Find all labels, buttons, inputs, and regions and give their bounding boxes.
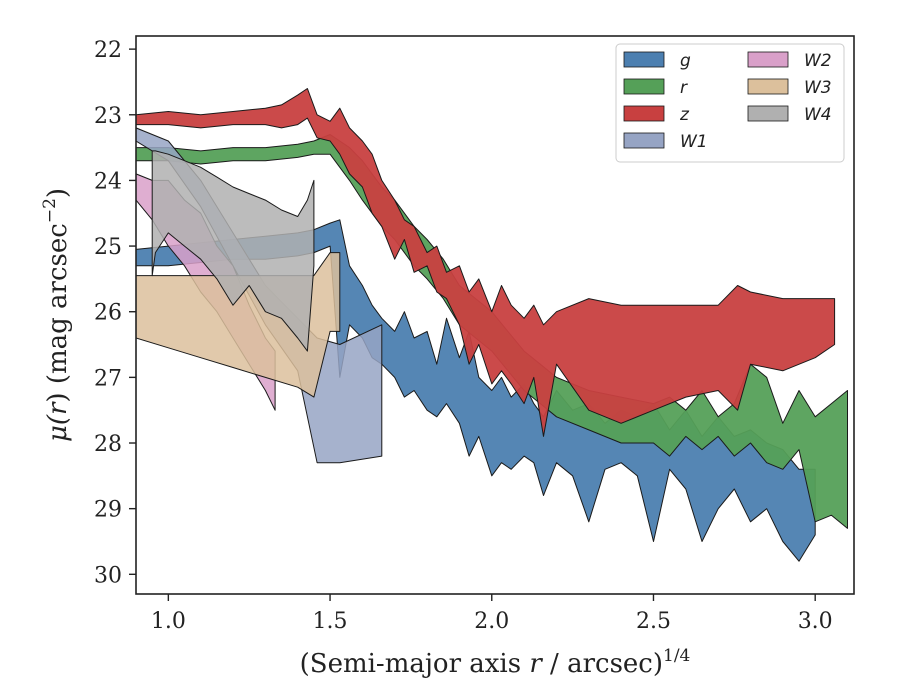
legend-swatch-g — [623, 51, 665, 68]
y-tick-label: 29 — [94, 498, 122, 523]
legend-swatch-w3 — [747, 78, 789, 95]
y-tick-label: 26 — [94, 301, 122, 326]
legend: grz W1 W2 W3 W4 — [615, 43, 845, 163]
legend-swatch-w4 — [747, 105, 789, 122]
y-axis: 22 23 24 25 26 27 28 29 30 — [94, 38, 136, 588]
legend-label-w1: W1 — [680, 132, 708, 152]
legend-label-w3: W3 — [804, 78, 832, 98]
x-axis: 1.0 1.5 2.0 2.5 3.0 — [151, 594, 833, 634]
band-g — [136, 219, 816, 562]
band-layer — [136, 88, 848, 562]
y-tick-label: 28 — [94, 432, 122, 457]
legend-swatch-r — [623, 78, 665, 95]
y-tick-label: 30 — [94, 563, 122, 588]
legend-label-r: r — [680, 78, 688, 98]
x-tick-label: 1.0 — [151, 609, 186, 634]
legend-label-w2: W2 — [804, 51, 832, 71]
legend-label-z: z — [679, 105, 690, 125]
legend-swatch-z — [623, 105, 665, 122]
y-tick-label: 27 — [94, 366, 122, 391]
legend-swatch-w1 — [623, 132, 665, 149]
legend-label-g: g — [680, 51, 691, 71]
y-tick-label: 23 — [94, 104, 122, 129]
y-tick-label: 24 — [94, 169, 122, 194]
y-tick-label: 25 — [94, 235, 122, 260]
legend-label-w4: W4 — [804, 105, 832, 125]
x-axis-label: (Semi-major axis r / arcsec)1/4 — [300, 646, 691, 679]
legend-frame — [615, 43, 845, 163]
y-axis-label: μ(r) (mag arcsec−2) — [40, 188, 73, 442]
x-tick-label: 2.5 — [636, 609, 671, 634]
band-z — [136, 88, 836, 437]
band-w4 — [151, 150, 315, 352]
y-tick-label: 22 — [94, 38, 122, 63]
x-tick-label: 3.0 — [798, 609, 833, 634]
x-tick-label: 2.0 — [474, 609, 509, 634]
x-tick-label: 1.5 — [313, 609, 348, 634]
plot-frame — [135, 35, 855, 595]
legend-swatch-w2 — [747, 51, 789, 68]
